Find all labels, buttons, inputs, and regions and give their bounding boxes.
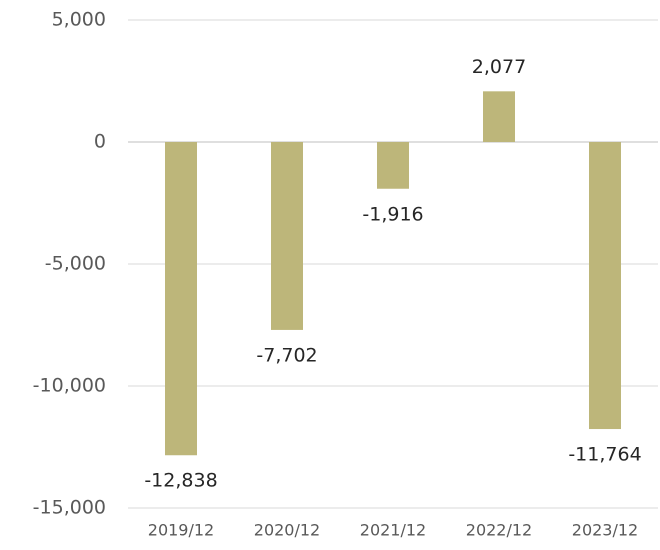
x-tick-label: 2021/12: [360, 521, 426, 540]
x-tick-label: 2022/12: [466, 521, 532, 540]
bar: [377, 142, 409, 189]
y-tick-label: -10,000: [33, 375, 106, 397]
y-tick-label: -5,000: [45, 253, 106, 275]
y-tick-label: -15,000: [33, 497, 106, 519]
x-tick-label: 2020/12: [254, 521, 320, 540]
value-label: -12,838: [144, 470, 217, 492]
bar: [165, 142, 197, 456]
bar: [483, 91, 515, 142]
x-tick-label: 2019/12: [148, 521, 214, 540]
value-label: -11,764: [568, 444, 641, 466]
value-label: 2,077: [472, 56, 526, 78]
x-tick-label: 2023/12: [572, 521, 638, 540]
bar: [271, 142, 303, 330]
y-tick-label: 0: [94, 131, 106, 153]
value-label: -7,702: [256, 344, 317, 366]
value-label: -1,916: [362, 203, 423, 225]
y-tick-label: 5,000: [52, 9, 106, 31]
bar: [589, 142, 621, 430]
